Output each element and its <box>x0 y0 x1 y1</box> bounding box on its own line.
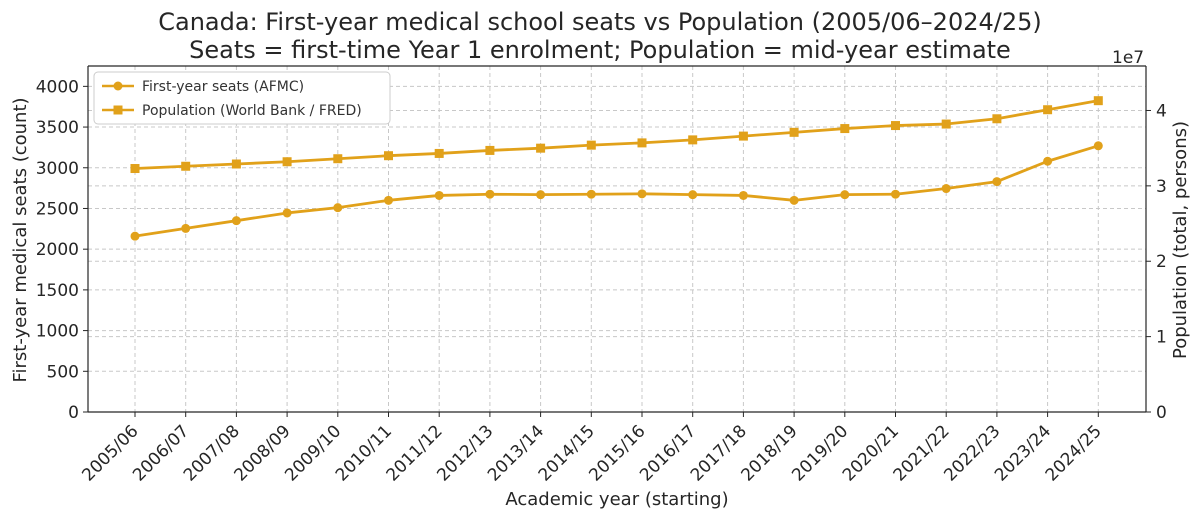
seats-point <box>891 189 900 199</box>
seats-point <box>434 190 444 200</box>
population-point <box>637 138 647 148</box>
population-point <box>282 157 292 167</box>
population-point <box>738 131 748 141</box>
seats-point <box>333 203 343 213</box>
legend-label-population: Population (World Bank / FRED) <box>142 103 362 119</box>
seats-point <box>181 223 191 233</box>
population-point <box>231 159 241 169</box>
population-point <box>688 135 698 145</box>
y-left-tick-label: 2500 <box>36 199 79 219</box>
y-left-tick-label: 500 <box>47 362 79 382</box>
population-point <box>789 127 799 137</box>
population-point <box>130 164 140 174</box>
series-layer <box>130 96 1103 241</box>
population-point <box>434 148 444 158</box>
seats-point <box>384 195 393 205</box>
y-left-tick-labels: 0 500 1000 1500 2000 2500 3000 3500 4000 <box>36 77 79 423</box>
y-right-tick-label: 2 <box>1156 252 1167 272</box>
seats-point <box>1043 156 1053 166</box>
y-left-axis-label: First-year medical seats (count) <box>10 97 31 382</box>
seats-point <box>840 190 850 200</box>
y-left-tick-label: 3500 <box>36 118 79 138</box>
y-left-tick-label: 4000 <box>36 77 79 97</box>
legend-label-seats: First-year seats (AFMC) <box>142 79 304 95</box>
y-right-tick-label: 0 <box>1156 403 1167 423</box>
population-point <box>536 143 546 153</box>
legend-box <box>93 71 391 125</box>
y-left-tick-label: 1000 <box>36 322 79 342</box>
population-point <box>840 124 850 134</box>
seats-point <box>485 189 495 199</box>
population-point <box>1043 105 1053 115</box>
seats-point <box>789 195 799 205</box>
population-series-line <box>134 99 1099 170</box>
population-point <box>1093 96 1103 106</box>
y-right-tick-label: 3 <box>1156 177 1167 197</box>
seats-point <box>231 216 241 226</box>
axes <box>83 65 1151 417</box>
y-left-tick-label: 0 <box>68 403 79 423</box>
legend-marker-seats <box>113 81 123 91</box>
seats-point <box>586 189 596 199</box>
x-tick-label: 2024/25 <box>1042 421 1106 485</box>
population-point <box>485 145 495 155</box>
seats-point <box>130 231 140 241</box>
seats-point <box>992 177 1002 187</box>
population-point <box>586 140 596 150</box>
seats-point <box>1093 141 1103 151</box>
seats-series-line <box>134 144 1099 238</box>
chart-title-line1: Canada: First-year medical school seats … <box>158 8 1042 36</box>
right-axis-multiplier: 1e7 <box>1112 48 1144 68</box>
y-right-tick-labels: 0 1 2 3 4 <box>1156 101 1167 423</box>
population-point <box>384 151 393 161</box>
population-point <box>941 119 951 129</box>
legend: First-year seats (AFMC) Population (Worl… <box>93 71 391 125</box>
y-left-tick-label: 1500 <box>36 281 79 301</box>
y-right-axis-label: Population (total, persons) <box>1170 121 1191 359</box>
population-point <box>891 121 900 131</box>
population-point <box>992 114 1002 124</box>
y-left-tick-label: 2000 <box>36 240 79 260</box>
y-right-tick-label: 1 <box>1156 328 1167 348</box>
y-right-tick-label: 4 <box>1156 101 1167 121</box>
chart-title-line2: Seats = first-time Year 1 enrolment; Pop… <box>189 36 1011 64</box>
x-tick-labels: 2005/062006/072007/082008/092009/102010/… <box>78 421 1105 485</box>
seats-point <box>282 208 292 218</box>
population-point <box>333 154 343 164</box>
seats-point <box>536 190 546 200</box>
population-point <box>181 161 191 171</box>
y-left-tick-label: 3000 <box>36 159 79 179</box>
legend-marker-population <box>113 105 123 115</box>
seats-point <box>941 184 951 194</box>
seats-point <box>637 189 647 199</box>
seats-point <box>738 190 748 200</box>
x-axis-label: Academic year (starting) <box>505 489 728 510</box>
seats-point <box>688 190 698 200</box>
